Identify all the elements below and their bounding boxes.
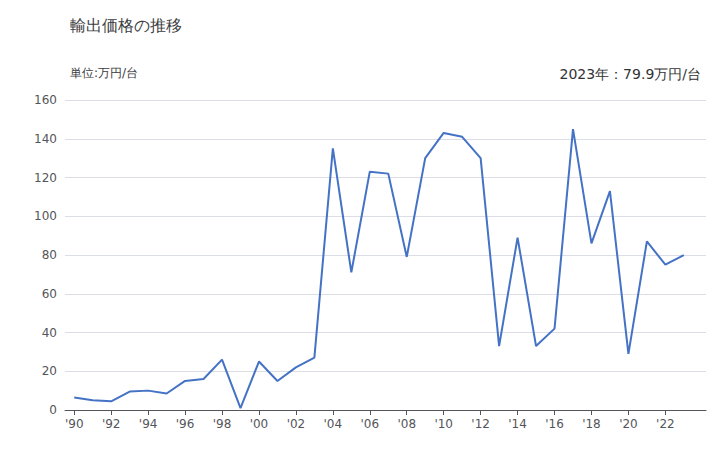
svg-text:140: 140 [34,132,57,146]
svg-text:'18: '18 [582,417,601,431]
svg-text:'20: '20 [619,417,638,431]
svg-text:160: 160 [34,93,57,107]
svg-text:'00: '00 [250,417,269,431]
svg-text:'08: '08 [397,417,416,431]
svg-text:60: 60 [42,287,57,301]
svg-text:'94: '94 [139,417,158,431]
svg-text:'10: '10 [434,417,453,431]
svg-text:単位:万円/台: 単位:万円/台 [70,66,138,80]
svg-text:'90: '90 [65,417,84,431]
svg-text:'22: '22 [656,417,675,431]
svg-text:'02: '02 [287,417,306,431]
svg-text:80: 80 [42,248,57,262]
svg-text:輸出価格の推移: 輸出価格の推移 [70,16,182,35]
svg-text:'96: '96 [176,417,195,431]
svg-text:'12: '12 [471,417,490,431]
svg-text:20: 20 [42,364,57,378]
svg-text:120: 120 [34,171,57,185]
svg-text:'92: '92 [102,417,121,431]
svg-text:'06: '06 [361,417,380,431]
svg-text:100: 100 [34,209,57,223]
svg-text:40: 40 [42,326,57,340]
svg-text:'14: '14 [508,417,527,431]
svg-text:'98: '98 [213,417,232,431]
svg-text:2023年：79.9万円/台: 2023年：79.9万円/台 [559,66,701,82]
svg-text:'04: '04 [324,417,343,431]
svg-text:0: 0 [49,403,57,417]
svg-text:'16: '16 [545,417,564,431]
